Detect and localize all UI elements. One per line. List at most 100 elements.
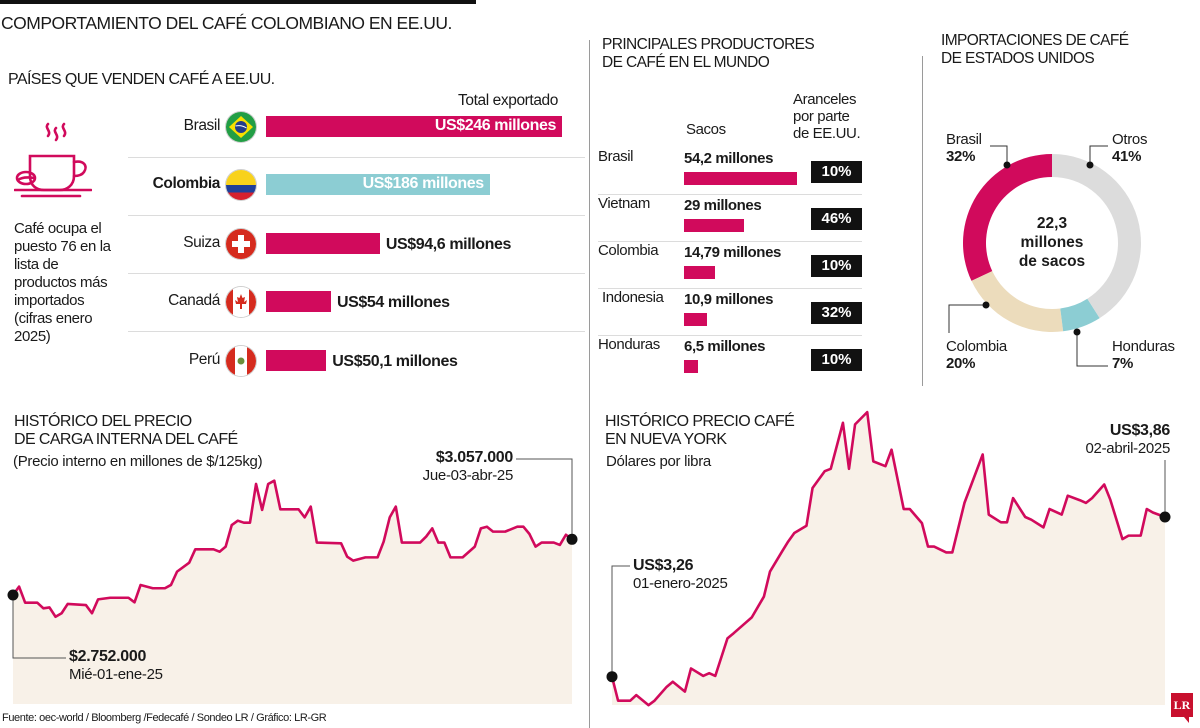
internal-price-subtitle: (Precio interno en millones de $/125kg) (13, 453, 263, 470)
note-line: (cifras enero (14, 310, 93, 327)
exporters-value-header: Total exportado (458, 92, 558, 109)
row-divider (598, 288, 862, 289)
title-line: HISTÓRICO DEL PRECIO (14, 413, 192, 430)
annotation-value: US$3,86 (1109, 422, 1170, 439)
annotation-date: Mié-01-ene-25 (69, 666, 163, 683)
slice-otros (1052, 154, 1141, 319)
center-line: 22,3 (1036, 215, 1068, 232)
flag-brazil-icon (226, 112, 256, 142)
leader-dot (1003, 161, 1011, 169)
ny-price-line (610, 410, 1166, 707)
title-line: PRINCIPALES PRODUCTORES (602, 36, 815, 53)
internal-start-annotation: $2.752.000 Mié-01-ene-25 (69, 648, 163, 683)
lr-logo: LR (1171, 693, 1193, 717)
title-line: EN NUEVA YORK (605, 431, 727, 448)
tariff-badge: 10% (811, 349, 862, 371)
lr-logo-tail (1184, 717, 1189, 723)
producer-value: 14,79 millones (684, 244, 781, 261)
export-bar-label: US$54 millones (336, 294, 450, 311)
country-label: Canadá (168, 292, 220, 309)
internal-price-title: HISTÓRICO DEL PRECIO DE CARGA INTERNA DE… (14, 413, 238, 449)
leader-dot (1073, 328, 1081, 336)
leader-dot (982, 301, 990, 309)
section-divider (922, 56, 923, 386)
note-line: 2025) (14, 328, 51, 345)
title-line: DE ESTADOS UNIDOS (941, 50, 1095, 67)
annotation-leader-line (12, 595, 66, 659)
slice-honduras (1060, 298, 1100, 332)
section-divider (589, 40, 590, 728)
annotation-leader-line (611, 565, 630, 677)
producer-value: 6,5 millones (684, 338, 766, 355)
exporters-title: PAÍSES QUE VENDEN CAFÉ A EE.UU. (8, 71, 275, 88)
annotation-value: $2.752.000 (69, 648, 147, 665)
internal-price-line (11, 479, 573, 619)
imports-title: IMPORTACIONES DE CAFÉ DE ESTADOS UNIDOS (941, 32, 1129, 68)
export-bar-label: US$246 millones (434, 117, 557, 134)
slice-value: 7% (1112, 355, 1134, 372)
slice-value: 41% (1112, 148, 1142, 165)
leader-line-brasil (990, 145, 1008, 165)
slice-name: Honduras (1112, 338, 1175, 355)
title-line: HISTÓRICO PRECIO CAFÉ (605, 413, 795, 430)
export-bar (266, 291, 331, 312)
tariff-badge: 46% (811, 208, 862, 230)
annotation-value: US$3,26 (633, 557, 694, 574)
producer-value: 29 millones (684, 197, 762, 214)
row-divider (128, 273, 585, 274)
header-line: de EE.UU. (793, 125, 861, 142)
annotation-value: $3.057.000 (435, 449, 513, 466)
ny-start-annotation: US$3,26 01-enero-2025 (633, 557, 728, 592)
end-point (566, 533, 578, 545)
export-bar (266, 233, 380, 254)
export-bar-label: US$186 millones (362, 175, 485, 192)
header-line: Aranceles (793, 91, 857, 108)
imports-donut-chart (948, 145, 1141, 367)
country-label: Suiza (183, 234, 220, 251)
producers-title: PRINCIPALES PRODUCTORES DE CAFÉ EN EL MU… (602, 36, 815, 72)
ny-price-subtitle: Dólares por libra (606, 453, 711, 470)
row-divider (598, 241, 862, 242)
producer-name: Honduras (598, 336, 660, 353)
ny-price-title: HISTÓRICO PRECIO CAFÉ EN NUEVA YORK (605, 413, 795, 449)
tariff-badge: 10% (811, 255, 862, 277)
ranking-note: Café ocupa el puesto 76 en la lista de p… (14, 220, 124, 346)
title-line: DE CARGA INTERNA DEL CAFÉ (14, 431, 238, 448)
country-label: Colombia (152, 175, 221, 192)
note-line: Café ocupa el (14, 220, 102, 237)
title-line: IMPORTACIONES DE CAFÉ (941, 32, 1129, 49)
source-footer: Fuente: oec-world / Bloomberg /Fedecafé … (2, 712, 327, 724)
slice-name: Brasil (946, 131, 982, 148)
donut-center-label: 22,3 millones de sacos (992, 214, 1112, 271)
slice-name: Otros (1112, 131, 1148, 148)
producer-bar (684, 172, 797, 185)
annotation-leader-line (516, 458, 573, 539)
leader-line-colombia (948, 304, 986, 333)
slice-value: 20% (946, 355, 976, 372)
tariff-badge: 32% (811, 302, 862, 324)
producer-name: Brasil (598, 148, 634, 165)
country-label: Perú (188, 351, 221, 368)
row-divider (598, 335, 862, 336)
leader-dot (1086, 161, 1094, 169)
producer-bar (684, 313, 707, 326)
producer-bar (684, 219, 745, 232)
export-bar (266, 174, 490, 195)
page-title: COMPORTAMIENTO DEL CAFÉ COLOMBIANO EN EE… (1, 13, 452, 33)
start-point (606, 671, 618, 683)
label-honduras: Honduras 7% (1112, 338, 1175, 372)
ny-end-annotation: US$3,86 02-abril-2025 (1040, 422, 1171, 457)
producer-bar (684, 360, 698, 373)
center-line: de sacos (1018, 253, 1086, 270)
header-line: por parte (793, 108, 850, 125)
label-brasil: Brasil 32% (946, 131, 982, 165)
annotation-date: Jue-03-abr-25 (422, 467, 514, 484)
export-bar-label: US$50,1 millones (332, 353, 458, 370)
flag-switzerland-icon (226, 229, 256, 259)
title-line: DE CAFÉ EN EL MUNDO (602, 54, 770, 71)
producer-value: 10,9 millones (684, 291, 774, 308)
producer-bar (684, 266, 715, 279)
export-bar (266, 350, 327, 371)
flag-canada-icon (226, 287, 256, 317)
